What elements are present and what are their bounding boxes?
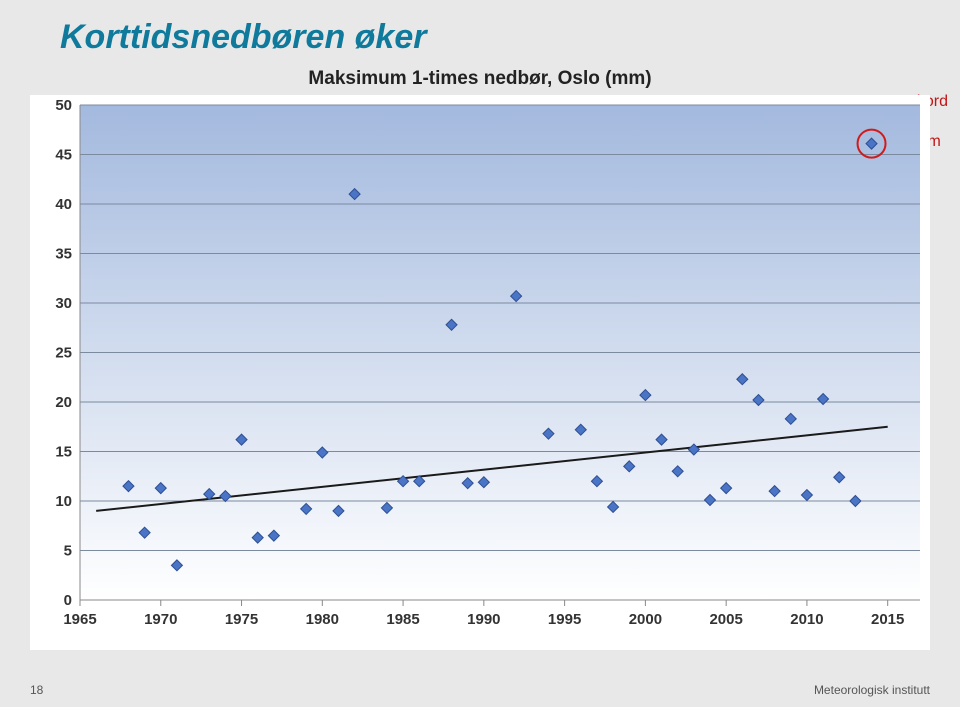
y-tick-label: 30 — [55, 295, 72, 312]
y-tick-label: 10 — [55, 493, 72, 510]
x-tick-label: 1965 — [63, 611, 96, 628]
y-tick-label: 35 — [55, 246, 72, 263]
x-tick-label: 2000 — [629, 611, 662, 628]
x-tick-label: 2015 — [871, 611, 904, 628]
y-tick-label: 20 — [55, 394, 72, 411]
scatter-chart: 0 5 10 15 20 25 30 35 40 45 50 1965 1970 1975 1980 1985… — [30, 95, 930, 650]
slide: Korttidsnedbøren øker Maksimum 1-times n… — [0, 0, 960, 707]
x-tick-label: 1995 — [548, 611, 581, 628]
x-tick-label: 1990 — [467, 611, 500, 628]
page-number: 18 — [30, 683, 43, 697]
x-tick-label: 1985 — [386, 611, 419, 628]
y-tick-label: 40 — [55, 196, 72, 213]
footer-institute: Meteorologisk institutt — [814, 683, 930, 697]
y-tick-label: 15 — [55, 444, 72, 461]
y-tick-label: 25 — [55, 345, 72, 362]
page-title: Korttidsnedbøren øker — [60, 18, 426, 57]
y-tick-label: 45 — [55, 147, 72, 164]
x-tick-label: 1980 — [306, 611, 339, 628]
y-tick-label: 50 — [55, 97, 72, 114]
x-tick-label: 2010 — [790, 611, 823, 628]
x-tick-label: 1975 — [225, 611, 258, 628]
chart-subtitle: Maksimum 1-times nedbør, Oslo (mm) — [0, 68, 960, 90]
x-tick-label: 1970 — [144, 611, 177, 628]
chart-container: 0 5 10 15 20 25 30 35 40 45 50 1965 1970 1975 1980 1985… — [30, 95, 930, 650]
y-tick-label: 0 — [64, 592, 72, 609]
x-tick-label: 2005 — [709, 611, 742, 628]
y-tick-label: 5 — [64, 543, 72, 560]
